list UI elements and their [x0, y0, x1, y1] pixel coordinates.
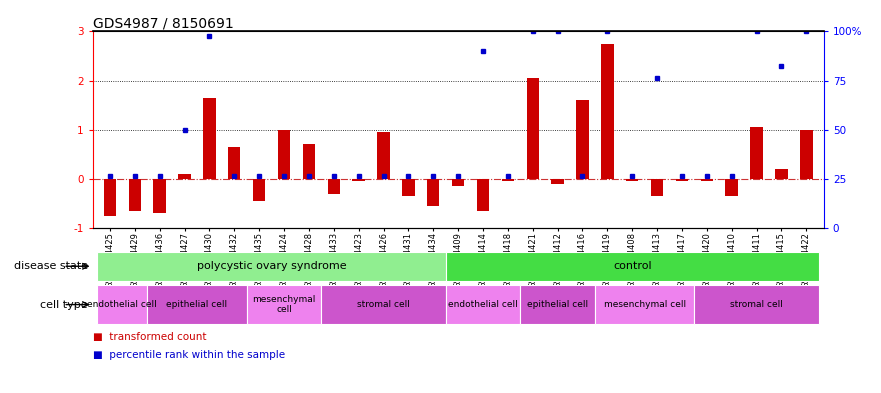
Bar — [751, 127, 763, 179]
Bar — [328, 179, 340, 193]
Text: control: control — [613, 261, 652, 271]
Bar — [147, 285, 247, 324]
Bar — [98, 252, 446, 281]
Text: stromal cell: stromal cell — [357, 300, 410, 309]
Text: epithelial cell: epithelial cell — [167, 300, 227, 309]
Bar — [377, 132, 389, 179]
Bar — [700, 179, 713, 181]
Bar — [521, 285, 595, 324]
Bar — [694, 285, 818, 324]
Bar — [446, 252, 818, 281]
Bar — [153, 179, 166, 213]
Bar — [98, 285, 147, 324]
Bar — [129, 179, 141, 211]
Bar — [595, 285, 694, 324]
Bar — [278, 130, 290, 179]
Bar — [800, 130, 812, 179]
Bar — [651, 179, 663, 196]
Text: GDS4987 / 8150691: GDS4987 / 8150691 — [93, 16, 233, 30]
Bar — [204, 98, 216, 179]
Bar — [446, 285, 521, 324]
Bar — [626, 179, 639, 181]
Bar — [104, 179, 116, 216]
Bar — [452, 179, 464, 186]
Bar — [253, 179, 265, 201]
Bar — [303, 144, 315, 179]
Bar — [725, 179, 738, 196]
Bar — [247, 285, 322, 324]
Bar — [676, 179, 688, 181]
Text: mesenchymal cell: mesenchymal cell — [603, 300, 685, 309]
Text: mesenchymal
cell: mesenchymal cell — [252, 295, 315, 314]
Bar — [601, 44, 613, 179]
Bar — [477, 179, 489, 211]
Text: disease state: disease state — [14, 261, 88, 271]
Bar — [552, 179, 564, 184]
Text: cell type: cell type — [41, 299, 88, 310]
Text: ■  percentile rank within the sample: ■ percentile rank within the sample — [93, 350, 285, 360]
Bar — [402, 179, 415, 196]
Text: polycystic ovary syndrome: polycystic ovary syndrome — [196, 261, 346, 271]
Bar — [775, 169, 788, 179]
Bar — [322, 285, 446, 324]
Bar — [228, 147, 241, 179]
Text: stromal cell: stromal cell — [730, 300, 783, 309]
Bar — [527, 78, 539, 179]
Text: epithelial cell: epithelial cell — [527, 300, 589, 309]
Bar — [576, 100, 589, 179]
Bar — [178, 174, 191, 179]
Bar — [352, 179, 365, 181]
Text: endothelial cell: endothelial cell — [87, 300, 157, 309]
Text: endothelial cell: endothelial cell — [448, 300, 518, 309]
Bar — [501, 179, 515, 181]
Bar — [427, 179, 440, 206]
Text: ■  transformed count: ■ transformed count — [93, 332, 206, 342]
